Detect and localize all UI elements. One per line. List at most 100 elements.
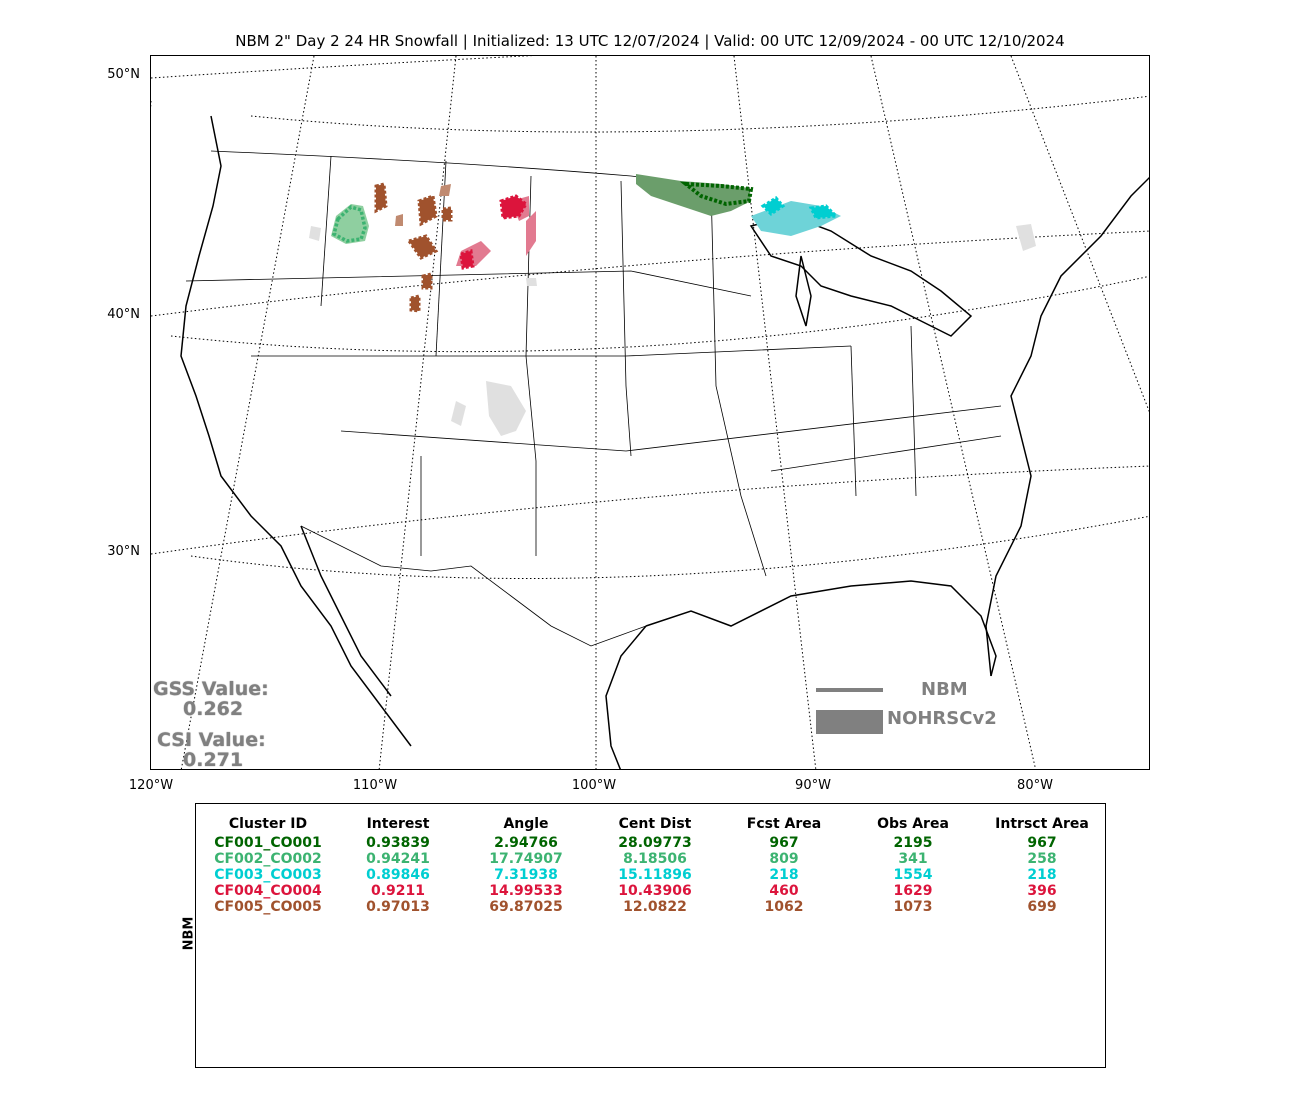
state-line	[710, 185, 767, 577]
cluster-crimson	[456, 194, 536, 270]
table-cell-r4-c3: 12.0822	[623, 899, 687, 915]
table-cell-r2-c4: 218	[769, 867, 799, 883]
state-line	[251, 345, 852, 357]
map-panel	[150, 55, 1150, 770]
table-cell-r4-c4: 1062	[764, 899, 804, 915]
us-mexico-border	[300, 525, 647, 647]
state-line	[620, 180, 632, 457]
table-cell-r0-c3: 28.09773	[618, 835, 692, 851]
table-header-0: Cluster ID	[228, 816, 308, 832]
state-line	[770, 435, 1002, 472]
table-header-1: Interest	[366, 816, 430, 832]
table-cell-r1-c2: 17.74907	[489, 851, 563, 867]
table-cell-r3-c2: 14.99533	[489, 883, 563, 899]
table-header-3: Cent Dist	[618, 816, 692, 832]
obs-area	[526, 278, 537, 286]
table-cell-r3-c0: CF004_CO004	[214, 883, 322, 899]
cluster-green-obs	[636, 174, 751, 216]
lake-michigan	[795, 255, 812, 327]
longitude-line	[1010, 56, 1149, 413]
lat-label-40: 40°N	[107, 307, 140, 322]
cluster-sienna-fcst-6	[441, 206, 453, 222]
table-header-4: Fcst Area	[746, 816, 822, 832]
baja-peninsula	[300, 525, 392, 697]
gss-value: 0.262	[183, 698, 244, 720]
cluster-green	[636, 174, 754, 216]
cluster-green-fcst	[679, 181, 754, 207]
table-cell-r3-c5: 1629	[893, 883, 933, 899]
observed-gray-areas	[309, 224, 1036, 436]
lon-label-110: 110°W	[352, 778, 398, 793]
table-cell-r1-c6: 258	[1027, 851, 1057, 867]
cluster-crimson-fcst-2	[459, 249, 475, 270]
table-cell-r2-c0: CF003_CO003	[214, 867, 322, 883]
table-header-2: Angle	[503, 816, 549, 832]
cluster-stats-table: NBM Cluster ID Interest Angle Cent Dist Fcst…	[182, 803, 1106, 1068]
table-cell-r0-c6: 967	[1027, 835, 1057, 851]
latitude-line	[151, 56, 535, 79]
table-cell-r4-c5: 1073	[893, 899, 933, 915]
table-cell-r4-c6: 699	[1027, 899, 1057, 915]
obs-area	[486, 381, 526, 436]
state-line	[850, 345, 857, 497]
pacific-coast	[180, 115, 412, 747]
cluster-sienna-fcst-2	[417, 193, 438, 227]
table-cell-r2-c5: 1554	[893, 867, 933, 883]
atlantic-coast	[985, 176, 1149, 677]
table-header-6: Intrsct Area	[995, 816, 1089, 832]
table-cell-r2-c6: 218	[1027, 867, 1057, 883]
table-cell-r3-c1: 0.9211	[370, 883, 426, 899]
table-cell-r2-c2: 7.31938	[494, 867, 558, 883]
obs-area	[309, 226, 321, 241]
cluster-cyan-fcst-2	[808, 204, 840, 220]
graticule	[151, 56, 1149, 769]
lon-label-100: 100°W	[571, 778, 617, 793]
cluster-crimson-obs-2	[526, 211, 536, 256]
table-cell-r1-c1: 0.94241	[366, 851, 430, 867]
table-side-label: NBM	[181, 916, 197, 951]
table-cell-r3-c6: 396	[1027, 883, 1057, 899]
legend-nohrsc-patch	[816, 710, 883, 734]
cluster-sienna	[374, 182, 453, 313]
cluster-sienna-obs	[439, 184, 451, 196]
lat-label-50: 50°N	[107, 67, 140, 82]
obs-area	[1016, 224, 1036, 251]
table-cell-r2-c1: 0.89846	[366, 867, 430, 883]
table-cell-r4-c0: CF005_CO005	[214, 899, 322, 915]
cluster-sienna-obs-2	[395, 214, 403, 226]
lat-label-30: 30°N	[107, 544, 140, 559]
cluster-seagreen-obs	[331, 204, 369, 244]
table-cell-r3-c4: 460	[769, 883, 799, 899]
gss-label: GSS Value:	[153, 678, 269, 700]
gulf-coast	[645, 580, 997, 677]
table-cell-r0-c1: 0.93839	[366, 835, 430, 851]
table-cell-r0-c5: 2195	[893, 835, 933, 851]
legend-nbm-label: NBM	[921, 679, 968, 700]
latitude-line	[190, 515, 1149, 579]
table-cell-r0-c4: 967	[769, 835, 799, 851]
table-cell-r0-c0: CF001_CO001	[214, 835, 322, 851]
state-line	[320, 155, 332, 307]
cluster-cyan-fcst-1	[760, 196, 786, 216]
cluster-seagreen-fcst	[331, 205, 367, 243]
state-line	[340, 405, 1002, 452]
lon-label-90: 90°W	[795, 778, 831, 793]
csi-label: CSI Value:	[157, 729, 266, 751]
csi-value: 0.271	[183, 749, 244, 771]
great-lakes-outline	[749, 215, 973, 337]
cluster-cyan	[751, 196, 841, 236]
mexico-gulf-coast	[605, 625, 647, 769]
table-cell-r2-c3: 15.11896	[618, 867, 692, 883]
legend-nohrsc-label: NOHRSCv2	[887, 708, 997, 729]
latitude-line	[151, 230, 1149, 317]
state-line	[185, 270, 752, 297]
cluster-seagreen	[331, 204, 369, 244]
cluster-sienna-fcst-5	[409, 294, 421, 313]
latitude-line	[250, 95, 1149, 133]
table-cell-r0-c2: 2.94766	[494, 835, 558, 851]
longitude-line	[733, 56, 817, 769]
coastlines	[180, 115, 1149, 769]
table-header-5: Obs Area	[877, 816, 949, 832]
table-cell-r4-c1: 0.97013	[366, 899, 430, 915]
table-cell-r1-c5: 341	[898, 851, 928, 867]
